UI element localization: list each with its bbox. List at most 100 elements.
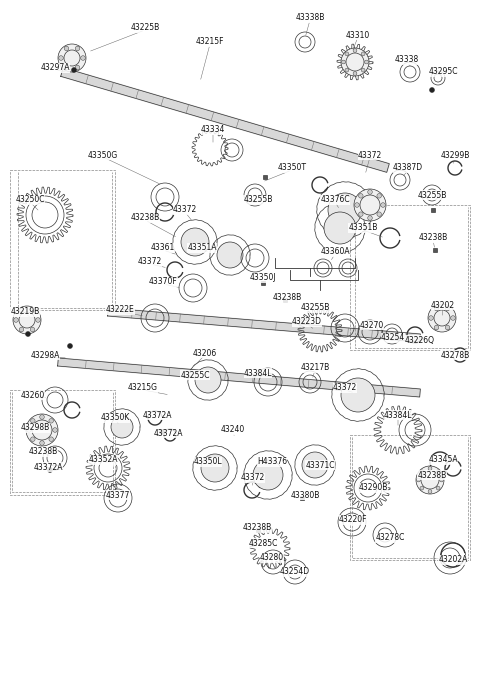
Text: 43240: 43240 [221, 425, 245, 435]
Text: 43280: 43280 [260, 554, 284, 562]
Circle shape [368, 190, 372, 194]
Circle shape [342, 60, 346, 64]
Circle shape [75, 65, 80, 70]
Text: 43372: 43372 [241, 473, 265, 483]
Circle shape [421, 471, 439, 489]
Text: 43299B: 43299B [440, 151, 470, 159]
Circle shape [361, 52, 365, 56]
Circle shape [31, 418, 35, 423]
Circle shape [428, 466, 432, 470]
Text: 43334: 43334 [201, 126, 225, 134]
Circle shape [345, 68, 349, 72]
Text: 43384L: 43384L [384, 410, 412, 419]
Circle shape [345, 52, 349, 56]
Text: 43260: 43260 [21, 391, 45, 400]
Circle shape [64, 46, 69, 51]
Text: 43298B: 43298B [20, 423, 49, 433]
Text: 43350G: 43350G [88, 151, 118, 159]
Text: 43255B: 43255B [243, 196, 273, 205]
Text: 43372A: 43372A [33, 462, 63, 472]
Bar [350, 205, 470, 350]
Circle shape [40, 414, 44, 419]
Circle shape [31, 437, 35, 441]
Text: 43217B: 43217B [300, 364, 330, 373]
Text: 43250C: 43250C [15, 196, 45, 205]
Text: 43345A: 43345A [428, 456, 458, 464]
Text: 43238B: 43238B [131, 213, 160, 223]
Text: 43372: 43372 [358, 151, 382, 159]
Circle shape [217, 242, 243, 268]
Text: 43254: 43254 [381, 333, 405, 342]
Text: 43225B: 43225B [131, 24, 160, 32]
Bar [433, 248, 437, 252]
Circle shape [436, 486, 440, 490]
Circle shape [353, 49, 357, 53]
Circle shape [75, 46, 80, 51]
Text: 43351A: 43351A [187, 244, 217, 252]
Text: 43372A: 43372A [153, 429, 183, 437]
Bar [350, 435, 470, 560]
Text: 43238B: 43238B [272, 294, 301, 302]
Circle shape [159, 429, 165, 435]
Text: 43270: 43270 [360, 321, 384, 329]
Text: 43310: 43310 [346, 30, 370, 40]
Circle shape [53, 428, 57, 432]
Circle shape [359, 194, 363, 198]
Text: 43298A: 43298A [30, 350, 60, 360]
Circle shape [420, 486, 424, 490]
Circle shape [359, 212, 363, 217]
Text: 43338: 43338 [395, 55, 419, 65]
Text: 43351B: 43351B [348, 223, 378, 232]
Text: 43223D: 43223D [292, 317, 322, 327]
Circle shape [68, 344, 72, 348]
Bar [261, 281, 265, 285]
Circle shape [19, 308, 24, 313]
Text: 43380B: 43380B [290, 491, 320, 500]
Text: 43206: 43206 [193, 348, 217, 358]
Circle shape [355, 202, 359, 207]
Circle shape [19, 312, 35, 328]
Text: 43371C: 43371C [305, 460, 335, 470]
Circle shape [429, 316, 433, 320]
Circle shape [341, 378, 375, 412]
Text: 43350T: 43350T [277, 163, 307, 173]
Text: 43254D: 43254D [280, 568, 310, 576]
Text: 43255B: 43255B [300, 304, 330, 313]
Text: 43255B: 43255B [417, 190, 447, 200]
Text: 43372A: 43372A [142, 410, 172, 419]
Circle shape [434, 325, 439, 330]
Text: 43377: 43377 [106, 491, 130, 500]
Circle shape [64, 65, 69, 70]
Circle shape [201, 454, 229, 482]
Circle shape [19, 327, 24, 332]
Circle shape [354, 189, 386, 221]
Text: 43295C: 43295C [428, 68, 458, 76]
Circle shape [49, 437, 53, 441]
Circle shape [353, 72, 357, 76]
Text: 43215F: 43215F [196, 38, 224, 47]
Text: 43285C: 43285C [248, 539, 278, 547]
Text: 43220F: 43220F [339, 516, 367, 524]
Circle shape [341, 48, 369, 76]
Text: 43350K: 43350K [100, 414, 130, 423]
Circle shape [434, 306, 439, 310]
Circle shape [328, 193, 362, 227]
Text: 43350J: 43350J [250, 273, 276, 283]
Bar [256, 528, 260, 532]
Circle shape [365, 60, 369, 64]
Circle shape [381, 202, 385, 207]
Text: 43360A: 43360A [320, 248, 350, 256]
Bar [283, 298, 287, 302]
Bar [10, 390, 115, 495]
Text: 43297A: 43297A [40, 63, 70, 72]
Circle shape [32, 420, 52, 440]
Circle shape [428, 489, 432, 493]
Circle shape [195, 367, 221, 393]
Circle shape [434, 310, 450, 326]
Circle shape [368, 216, 372, 220]
Circle shape [59, 56, 63, 60]
Text: 43372: 43372 [138, 257, 162, 267]
Circle shape [25, 331, 31, 337]
Circle shape [36, 318, 40, 322]
Bar [431, 208, 435, 212]
